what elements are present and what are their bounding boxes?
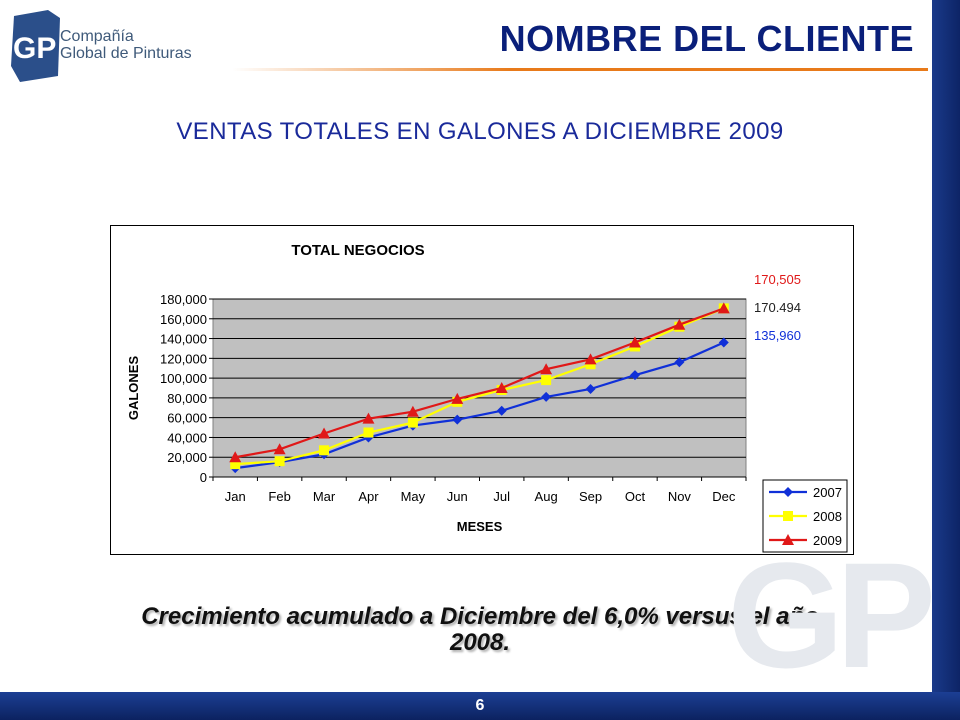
data-point-2009 <box>406 405 419 417</box>
x-tick-label: Mar <box>313 489 336 504</box>
legend-swatch-marker <box>783 511 793 521</box>
x-tick-label: Jun <box>447 489 468 504</box>
plot-area <box>212 298 747 478</box>
y-tick-label: 140,000 <box>160 332 207 347</box>
data-point-2009 <box>362 412 375 424</box>
bottom-accent-band <box>0 692 960 720</box>
data-point-2008 <box>274 456 285 467</box>
right-accent-band <box>932 0 960 720</box>
y-tick-label: 40,000 <box>167 430 207 445</box>
end-data-label-2009: 170,505 <box>754 272 801 287</box>
conclusion-line-2: 2008. <box>449 629 511 656</box>
y-tick-label: 160,000 <box>160 312 207 327</box>
data-point-2009 <box>717 302 730 314</box>
gp-logo-mark: GP <box>11 10 60 82</box>
legend-label: 2007 <box>813 485 842 500</box>
conclusion-line-1: Crecimiento acumulado a Diciembre del 6,… <box>141 603 819 630</box>
data-point-2009 <box>273 443 286 455</box>
x-tick-label: Jul <box>493 489 510 504</box>
data-point-2009 <box>584 353 597 365</box>
end-data-label-2008: 170.494 <box>754 300 801 315</box>
data-point-2007 <box>718 337 729 348</box>
y-tick-label: 60,000 <box>167 411 207 426</box>
page-title: NOMBRE DEL CLIENTE <box>499 18 914 59</box>
data-point-2009 <box>673 318 686 330</box>
x-axis-label: MESES <box>457 519 503 534</box>
x-tick-label: Jan <box>225 489 246 504</box>
x-tick-label: Apr <box>358 489 379 504</box>
y-tick-label: 20,000 <box>167 450 207 465</box>
data-point-2009 <box>451 392 464 404</box>
data-point-2007 <box>629 370 640 381</box>
page-number: 6 <box>475 697 485 714</box>
x-tick-label: Aug <box>535 489 558 504</box>
x-tick-label: Feb <box>268 489 290 504</box>
title-underline <box>232 68 928 71</box>
data-point-2007 <box>585 383 596 394</box>
data-point-2009 <box>628 336 641 348</box>
data-point-2007 <box>541 391 552 402</box>
logo-line-2: Global de Pinturas <box>60 45 192 62</box>
end-data-label-2007: 135,960 <box>754 328 801 343</box>
x-tick-label: May <box>401 489 426 504</box>
y-tick-label: 100,000 <box>160 371 207 386</box>
series-line-2007 <box>235 341 725 470</box>
data-point-2009 <box>318 427 331 439</box>
x-tick-label: Nov <box>668 489 692 504</box>
conclusion-text: Crecimiento acumulado a Diciembre del 6,… <box>0 604 960 656</box>
sales-line-chart: TOTAL NEGOCIOS 0 20,000 40,000 60,000 80,000 1… <box>126 242 848 553</box>
data-point-2008 <box>407 417 418 428</box>
chart-title: TOTAL NEGOCIOS <box>291 242 424 259</box>
data-point-2008 <box>319 445 330 456</box>
chart-frame: TOTAL NEGOCIOS 0 20,000 40,000 60,000 80,000 1… <box>110 225 854 555</box>
logo-wordmark: Compañía Global de Pinturas <box>60 28 192 62</box>
data-point-2008 <box>363 427 374 438</box>
data-point-2007 <box>674 357 685 368</box>
y-tick-label: 180,000 <box>160 292 207 307</box>
x-tick-label: Oct <box>625 489 646 504</box>
data-point-2007 <box>496 405 507 416</box>
series-line-2008 <box>235 307 725 466</box>
legend-label: 2008 <box>813 509 842 524</box>
y-tick-label: 120,000 <box>160 351 207 366</box>
slide-subtitle: VENTAS TOTALES EN GALONES A DICIEMBRE 20… <box>176 118 784 145</box>
data-point-2007 <box>452 414 463 425</box>
data-point-2008 <box>541 375 552 386</box>
logo-mark-text: GP <box>13 32 56 65</box>
series-line-2009 <box>235 307 725 459</box>
legend-swatch-marker <box>783 487 793 497</box>
x-tick-label: Dec <box>712 489 736 504</box>
data-point-2009 <box>540 363 553 375</box>
logo-line-1: Compañía <box>60 28 134 45</box>
company-logo: GP Compañía Global de Pinturas <box>8 6 198 86</box>
x-tick-label: Sep <box>579 489 602 504</box>
gp-watermark: GP <box>727 531 936 699</box>
data-point-2008 <box>230 459 241 470</box>
data-point-2009 <box>495 382 508 393</box>
y-tick-label: 0 <box>200 470 207 485</box>
y-axis-label: GALONES <box>126 356 141 421</box>
data-point-2009 <box>229 451 242 463</box>
y-tick-label: 80,000 <box>167 391 207 406</box>
legend-swatch-marker <box>782 534 794 545</box>
legend-label: 2009 <box>813 533 842 548</box>
